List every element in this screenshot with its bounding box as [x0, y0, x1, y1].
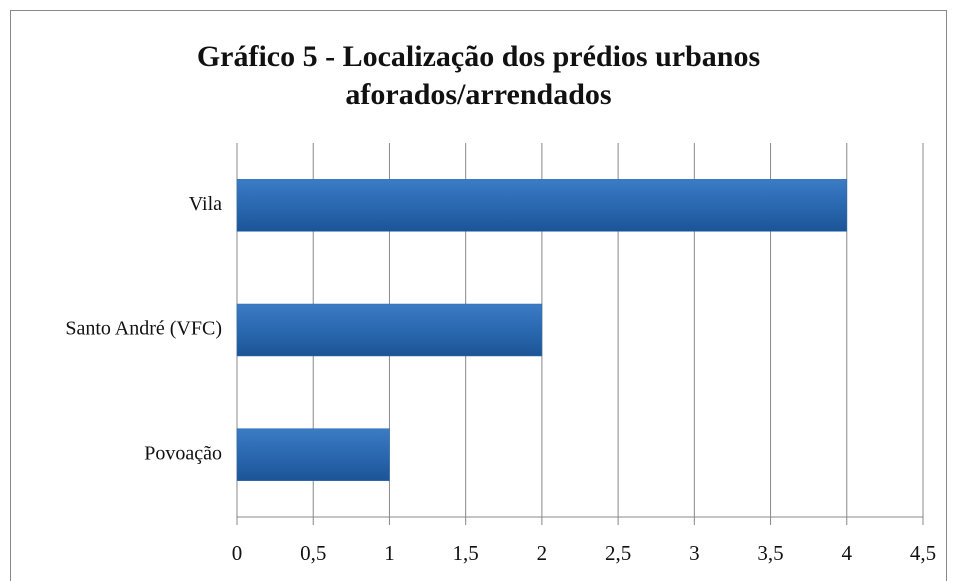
x-tick-label: 4 [842, 541, 853, 565]
y-tick-label: Vila [189, 193, 222, 215]
bar [236, 428, 390, 481]
x-tick-label: 1,5 [453, 541, 479, 565]
x-tick-label: 3,5 [757, 541, 783, 565]
bar [236, 179, 848, 232]
y-tick-label: Santo André (VFC) [65, 318, 222, 340]
x-tick-label: 0,5 [300, 541, 326, 565]
chart-title: Gráfico 5 - Localização dos prédios urba… [196, 40, 761, 111]
y-tick-label: Povoação [144, 442, 222, 464]
bar [236, 303, 543, 357]
x-tick-label: 4,5 [910, 541, 936, 565]
x-tick-label: 2,5 [605, 541, 631, 565]
x-tick-label: 1 [384, 541, 395, 565]
x-tick-label: 3 [689, 541, 700, 565]
chart-frame [10, 10, 947, 581]
x-tick-label: 0 [232, 541, 243, 565]
x-tick-label: 2 [537, 541, 548, 565]
